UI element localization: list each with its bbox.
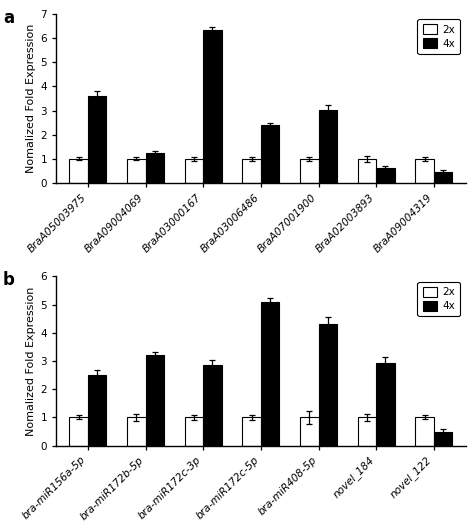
Bar (69, 418, 88, 446)
Bar (69, 159, 88, 183)
Bar (146, 153, 164, 183)
Bar (300, 418, 319, 446)
Bar (416, 418, 434, 446)
Bar (88, 375, 106, 446)
Bar (434, 172, 452, 183)
Bar (242, 418, 261, 446)
Legend: 2x, 4x: 2x, 4x (418, 281, 460, 316)
Bar (203, 365, 222, 446)
Bar (88, 96, 106, 183)
Bar (261, 125, 279, 183)
Bar (261, 302, 279, 446)
Bar (416, 159, 434, 183)
Bar (358, 159, 376, 183)
Bar (185, 418, 203, 446)
Bar (376, 168, 395, 183)
Bar (185, 159, 203, 183)
Bar (319, 324, 337, 446)
Bar (319, 110, 337, 183)
Bar (127, 159, 146, 183)
Bar (434, 431, 452, 446)
Bar (242, 159, 261, 183)
Text: a: a (3, 9, 14, 27)
Y-axis label: Nomalized Fold Expression: Nomalized Fold Expression (26, 286, 36, 436)
Y-axis label: Nomalized Fold Expression: Nomalized Fold Expression (26, 24, 36, 173)
Bar (300, 159, 319, 183)
Text: b: b (3, 271, 15, 289)
Bar (146, 356, 164, 446)
Bar (203, 30, 222, 183)
Bar (358, 418, 376, 446)
Legend: 2x, 4x: 2x, 4x (418, 19, 460, 54)
Bar (376, 363, 395, 446)
Bar (127, 418, 146, 446)
